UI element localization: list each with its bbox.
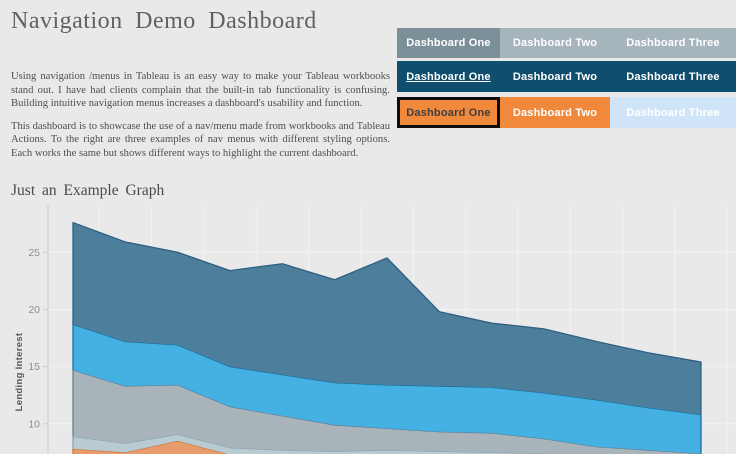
y-tick-label: 25	[28, 247, 40, 259]
chart-title: Just an Example Graph	[11, 182, 165, 199]
area-layer-4-cyan	[73, 324, 701, 454]
nav-item-label: Dashboard Three	[626, 106, 720, 119]
intro-text: Using navigation /menus in Tableau is an…	[11, 70, 390, 169]
nav-item-dashboard-two[interactable]: Dashboard Two	[500, 28, 610, 58]
area-layer-2-pale-blue-gray	[73, 434, 556, 454]
nav-item-dashboard-one[interactable]: Dashboard One	[397, 61, 500, 92]
nav-item-dashboard-three[interactable]: Dashboard Three	[610, 61, 736, 92]
intro-paragraph-1: Using navigation /menus in Tableau is an…	[11, 71, 390, 109]
nav-item-label: Dashboard Two	[512, 37, 598, 49]
nav-item-label: Dashboard Two	[512, 70, 598, 83]
nav-item-dashboard-two[interactable]: Dashboard Two	[500, 97, 610, 128]
nav-item-label: Dashboard One	[406, 37, 491, 49]
nav-menu-solid-gray: Dashboard One Dashboard Two Dashboard Th…	[397, 28, 736, 58]
nav-item-dashboard-one[interactable]: Dashboard One	[397, 28, 500, 58]
y-tick-label: 20	[28, 304, 40, 316]
nav-item-dashboard-three[interactable]: Dashboard Three	[610, 28, 736, 58]
y-tick-label: 15	[28, 361, 40, 373]
y-tick-label: 10	[28, 418, 40, 430]
area-layer-3-gray	[73, 370, 701, 454]
nav-item-dashboard-one[interactable]: Dashboard One	[397, 97, 500, 128]
nav-menu-boxed-orange: Dashboard One Dashboard Two Dashboard Th…	[397, 97, 736, 128]
page-title: Navigation Demo Dashboard	[11, 8, 317, 34]
nav-menu-underline-teal: Dashboard One Dashboard Two Dashboard Th…	[397, 61, 736, 92]
nav-item-label: Dashboard Three	[626, 70, 720, 83]
nav-item-label: Dashboard One	[406, 70, 491, 83]
nav-item-label: Dashboard One	[406, 106, 491, 119]
intro-paragraph-2: This dashboard is to showcase the use of…	[11, 120, 390, 159]
stacked-area-chart: 10 15 20 25	[28, 205, 736, 454]
nav-item-label: Dashboard Three	[626, 37, 720, 49]
nav-menu-examples: Dashboard One Dashboard Two Dashboard Th…	[397, 28, 736, 131]
nav-item-dashboard-two[interactable]: Dashboard Two	[500, 61, 610, 92]
nav-item-label: Dashboard Two	[512, 106, 598, 119]
nav-item-dashboard-three[interactable]: Dashboard Three	[610, 97, 736, 128]
